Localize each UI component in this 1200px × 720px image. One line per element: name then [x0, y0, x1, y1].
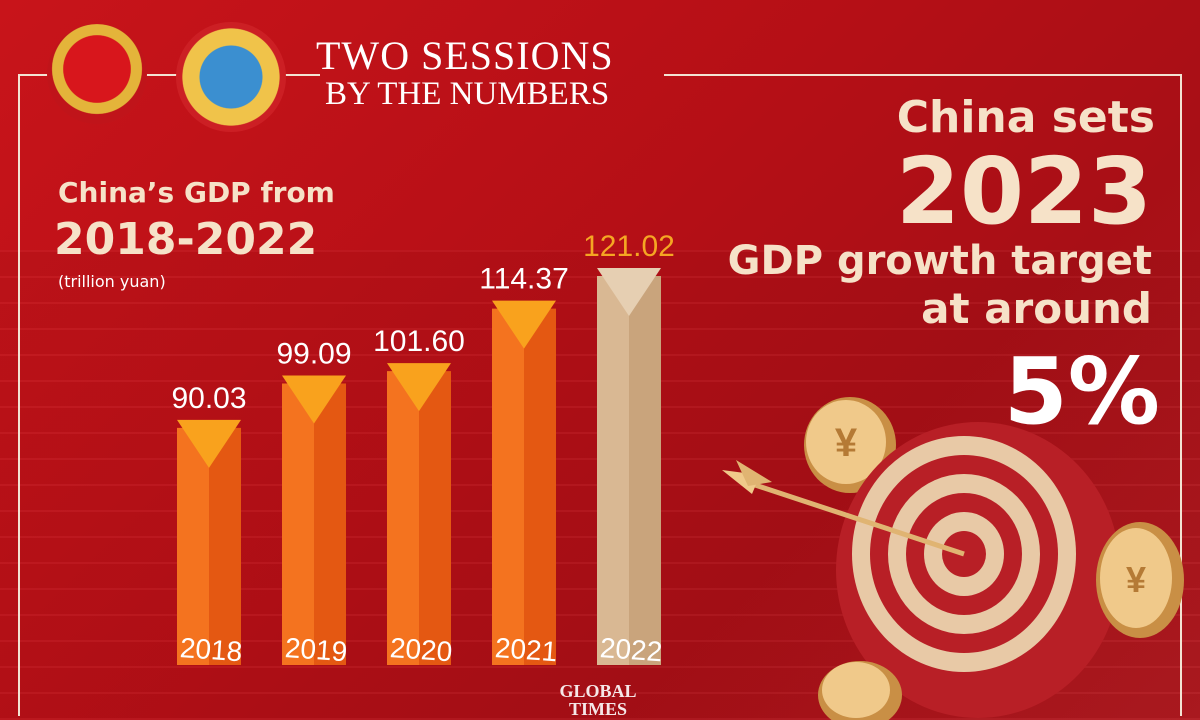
x-tick-label-2018: 2018	[179, 632, 243, 667]
frame-line-left	[18, 74, 320, 716]
page-title-line2: BY THE NUMBERS	[325, 76, 610, 112]
arrow-icon	[722, 460, 965, 557]
bar-cap-2021	[492, 300, 556, 349]
bar-side-2018	[209, 427, 241, 665]
value-label-2018: 90.03	[171, 382, 246, 415]
value-label-2019: 99.09	[276, 337, 351, 370]
svg-text:¥: ¥	[835, 421, 858, 465]
x-tick-label-2022: 2022	[599, 632, 663, 667]
yuan-coin-icon: ¥	[804, 397, 896, 493]
frame-line-right	[664, 74, 1182, 716]
value-label-2022: 121.02	[583, 230, 675, 263]
x-tick-label-2021: 2021	[494, 632, 558, 667]
headline-line3: GDP growth target	[727, 238, 1152, 284]
x-tick-label-2019: 2019	[284, 632, 348, 667]
chart-title-line1: China’s GDP from	[58, 176, 335, 209]
yuan-coin-icon: ¥	[1096, 522, 1184, 638]
value-label-2021: 114.37	[479, 263, 569, 296]
bar-2019	[282, 383, 314, 665]
bar-side-2021	[524, 308, 556, 665]
growth-target-value: 5%	[1003, 338, 1160, 445]
dartboard-arrow-icon: ¥ ¥	[722, 397, 1184, 720]
page-title-line1: TWO SESSIONS	[316, 33, 614, 78]
bar-cap-2019	[282, 375, 346, 424]
national-emblem-icon	[47, 24, 147, 124]
headline-line4: at around	[921, 284, 1152, 333]
chart-unit-label: (trillion yuan)	[58, 272, 166, 291]
bar-2018	[177, 427, 209, 665]
x-tick-label-2020: 2020	[389, 632, 453, 667]
headline-year: 2023	[895, 138, 1152, 245]
chart-title-line2: 2018-2022	[54, 214, 318, 265]
yuan-coin-icon	[818, 661, 902, 720]
bar-cap-2020	[387, 363, 451, 412]
svg-text:¥: ¥	[1126, 559, 1146, 600]
bar-side-2019	[314, 383, 346, 665]
bar-cap-2018	[177, 419, 241, 468]
bar-side-2022	[629, 276, 661, 665]
global-times-logo: GLOBAL TIMES	[559, 681, 637, 719]
cppcc-emblem-icon	[176, 22, 286, 132]
bar-cap-2022	[597, 268, 661, 317]
bar-2021	[492, 308, 524, 665]
headline-line1: China sets	[896, 92, 1155, 143]
bar-2022	[597, 276, 629, 665]
bar-2020	[387, 371, 419, 665]
value-label-2020: 101.60	[373, 325, 465, 358]
bar-side-2020	[419, 371, 451, 665]
